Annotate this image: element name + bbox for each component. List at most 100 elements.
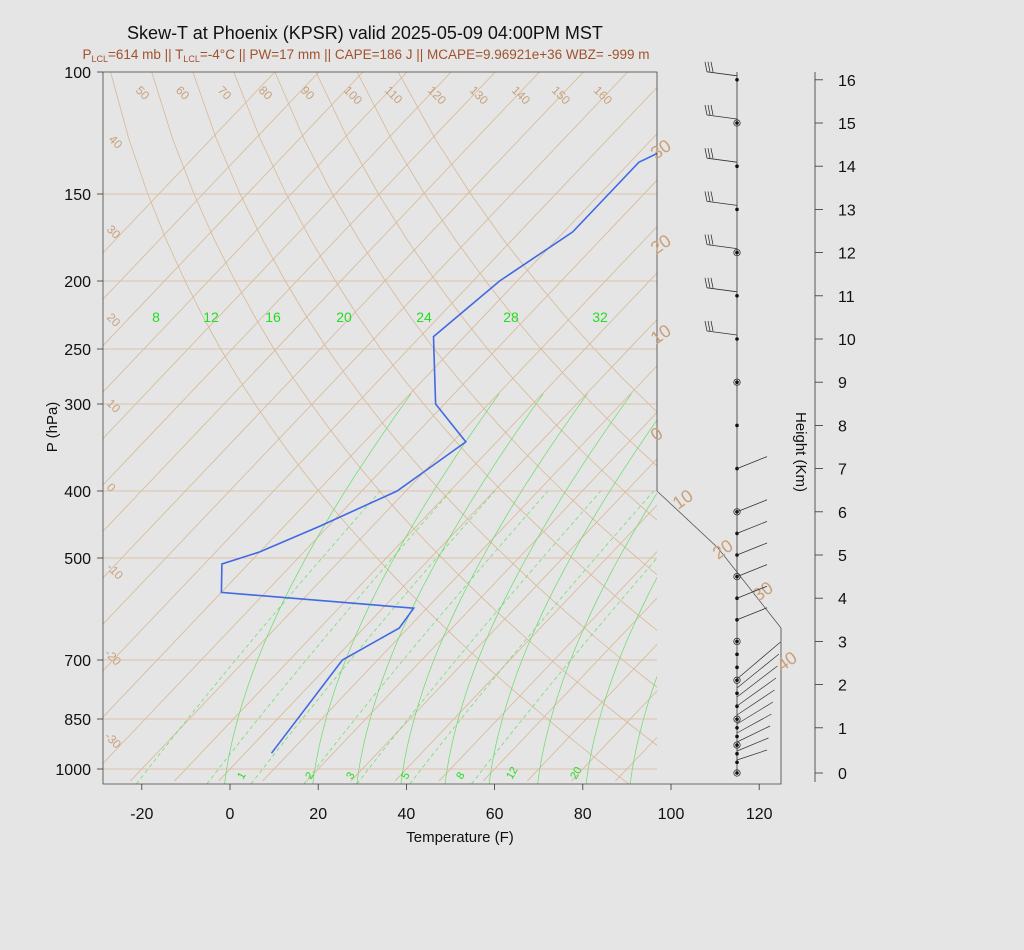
moist-adiabat-label: 28 [503, 309, 519, 325]
mixing-ratio-label: 1 [235, 770, 248, 781]
pressure-axis-ticks: 100 150 200 250 300 400 500 700 850 1000 [55, 65, 103, 779]
wind-barb-flag [707, 320, 711, 332]
wind-barb-shaft [736, 641, 781, 680]
moist-adiabat-label: 20 [336, 309, 352, 325]
wind-barb-shaft [706, 157, 738, 163]
wind-dot [735, 717, 739, 721]
moist-adiabat-label: 12 [203, 309, 219, 325]
moist-adiabat-label: 24 [416, 309, 432, 325]
wind-barb-flag [704, 234, 708, 245]
wind-barb-flag [704, 277, 708, 288]
isotherm-line [103, 72, 496, 486]
x-tick-label: -20 [130, 806, 153, 823]
dry-adiabat [315, 72, 657, 521]
isotherm-line [103, 72, 540, 532]
mixing-ratio-label: 3 [344, 770, 357, 781]
isotherm-line [306, 411, 657, 782]
p-tick-label: 1000 [55, 762, 91, 779]
moist-adiabat-label: 8 [152, 309, 160, 325]
p-tick-label: 250 [64, 342, 91, 359]
p-tick-label: 200 [64, 274, 91, 291]
wind-calm-circle [733, 572, 741, 581]
p-tick-label: 400 [64, 484, 91, 501]
wind-barb-flag [710, 277, 714, 288]
wind-barb-flag [707, 61, 711, 72]
x-tick-label: 80 [574, 806, 592, 823]
wind-barb-flag [704, 61, 708, 72]
mixing-ratio-line [471, 557, 657, 784]
wind-barb-flag [704, 148, 708, 159]
sounding-series [220, 152, 657, 754]
mixing-ratio-line [206, 490, 452, 784]
isotherm-line [350, 458, 657, 782]
wind-dot [735, 337, 739, 341]
x-tick-label: 20 [309, 806, 327, 823]
isotherm-line [103, 72, 320, 300]
dry-adiabat [397, 72, 657, 413]
wind-calm-circle [733, 508, 741, 516]
mixing-ratio-line [356, 490, 602, 784]
x-tick-label: 40 [398, 806, 416, 823]
moist-adiabat [488, 419, 657, 784]
lcl-t-sub: LCL [183, 54, 200, 64]
mixing-ratio-lines [136, 393, 657, 784]
mixing-ratio-label: 5 [399, 770, 412, 781]
wind-barb-flag [710, 320, 714, 332]
height-tick-label: 0 [838, 766, 847, 783]
isotherm-lines [103, 72, 657, 784]
moist-adiabat-label: 32 [592, 309, 608, 325]
wind-dot [735, 466, 739, 471]
subtitle-rest: =-4°C || PW=17 mm || CAPE=186 J || MCAPE… [200, 47, 650, 62]
lcl-p-label: P [82, 47, 91, 62]
wind-dot [735, 665, 739, 670]
height-axis-label: Height (Km) [792, 412, 809, 492]
wind-dot [735, 771, 739, 775]
wind-dot [735, 751, 739, 756]
wind-barb-shaft [736, 677, 777, 707]
p-tick-label: 850 [64, 712, 91, 729]
lcl-p-value: =614 mb || T [108, 47, 183, 62]
isotherm-line [103, 179, 657, 765]
wind-dot [735, 164, 739, 168]
x-axis-ticks: -20 0 20 40 60 80 100 120 [130, 784, 773, 823]
wind-dot [735, 121, 739, 125]
isotherm-line [103, 72, 584, 579]
wind-dot [735, 760, 739, 765]
isotherm-line [103, 133, 657, 718]
wind-barb-flag [710, 104, 714, 116]
wind-barb-flag [710, 191, 714, 202]
mixing-ratio-label: 8 [454, 770, 467, 781]
wind-barb-shaft [736, 713, 772, 734]
mixing-ratio-line [136, 490, 381, 784]
wind-calm-circle [733, 676, 741, 684]
isotherm-line [103, 72, 364, 347]
wind-dot [735, 652, 739, 657]
wind-barb-flag [707, 191, 711, 202]
y-axis-label: P (hPa) [44, 402, 61, 453]
wind-barb-flag [707, 104, 711, 116]
height-tick-label: 11 [838, 289, 855, 306]
height-tick-label: 5 [838, 548, 847, 565]
wind-barb-flag [707, 148, 711, 159]
wind-barb-flag [704, 104, 708, 116]
plot-frame [102, 71, 782, 785]
height-tick-label: 8 [838, 418, 847, 435]
height-tick-label: 15 [838, 116, 856, 133]
wind-barb-flag [710, 148, 714, 159]
wind-dot [735, 294, 739, 298]
wind-dot [735, 639, 739, 644]
mixing-ratio-line [303, 490, 549, 784]
wind-dot [735, 207, 739, 212]
wind-barb-shaft [736, 564, 768, 577]
wind-barb-shaft [736, 499, 768, 513]
wind-barb-shaft [706, 244, 738, 249]
wind-barb-flag [704, 320, 708, 332]
wind-dot [735, 691, 739, 696]
isotherm-line [394, 504, 657, 782]
x-tick-label: 60 [486, 806, 504, 823]
isotherm-line [103, 86, 657, 672]
wind-barb-shaft [706, 201, 738, 206]
